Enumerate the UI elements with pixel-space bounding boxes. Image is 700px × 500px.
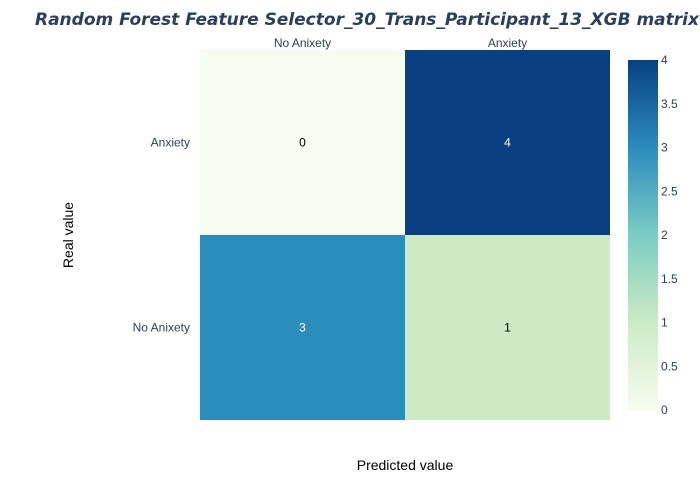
heatmap-cell [405,50,610,235]
colorbar-gradient [628,60,658,410]
y-axis-ticks: Anxiety No Anixety [133,136,190,335]
colorbar: 0 0.5 1 1.5 2 2.5 3 3.5 4 [628,53,678,417]
colorbar-ticks: 0 0.5 1 1.5 2 2.5 3 3.5 4 [661,53,678,417]
heatmap-cell [200,50,405,235]
colorbar-tick-label: 1.5 [661,272,678,286]
cell-value-label: 4 [504,136,511,150]
y-tick-label: No Anixety [133,321,190,335]
colorbar-tick-label: 4 [661,53,668,67]
colorbar-tick-label: 2.5 [661,184,678,198]
colorbar-tick-label: 0 [661,403,668,417]
cell-value-label: 0 [299,136,306,150]
x-tick-label: No Anixety [274,36,331,50]
cell-value-label: 1 [504,321,511,335]
colorbar-tick-label: 3 [661,141,668,155]
x-axis-title: Predicted value [357,457,454,473]
heatmap-cells: 0 4 3 1 [200,50,610,420]
x-tick-label: Anxiety [488,36,527,50]
chart-title: Random Forest Feature Selector_30_Trans_… [35,10,700,30]
colorbar-tick-label: 2 [661,228,668,242]
colorbar-tick-label: 0.5 [661,359,678,373]
colorbar-tick-label: 3.5 [661,97,678,111]
heatmap-cell [405,235,610,420]
colorbar-tick-label: 1 [661,316,668,330]
y-axis-title: Real value [60,202,76,268]
y-tick-label: Anxiety [151,136,190,150]
heatmap-cell [200,235,405,420]
x-axis-ticks: No Anixety Anxiety [274,36,527,50]
cell-value-label: 3 [299,321,306,335]
